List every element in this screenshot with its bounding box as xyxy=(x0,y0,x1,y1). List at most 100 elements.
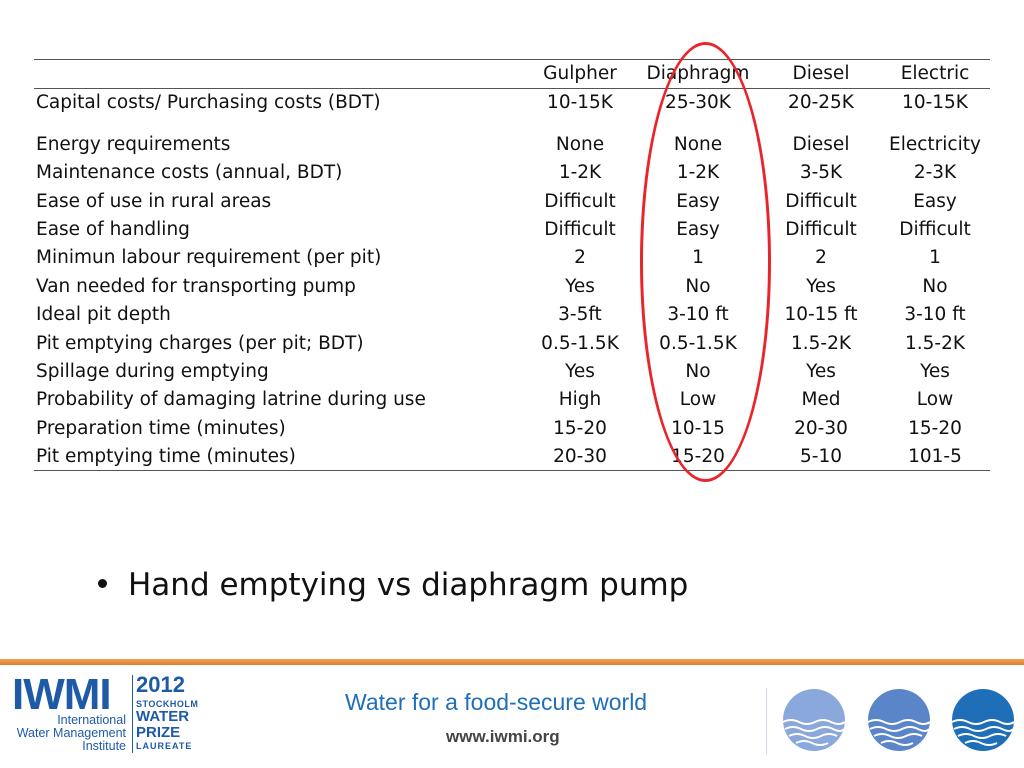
table-cell: Yes xyxy=(565,361,595,382)
table-cell: 25-30K xyxy=(665,92,731,113)
logo-prize-line: PRIZE xyxy=(136,724,181,741)
water-waves-icon xyxy=(867,689,931,751)
row-label: Minimun labour requirement (per pit) xyxy=(36,247,382,268)
row-label: Probability of damaging latrine during u… xyxy=(36,389,426,410)
table-cell: 2 xyxy=(574,247,586,268)
table-cell: 0.5-1.5K xyxy=(659,333,737,354)
column-header-electric: Electric xyxy=(900,63,970,84)
table-cell: 1 xyxy=(929,247,941,268)
table-cell: Difficult xyxy=(785,219,857,240)
table-cell: 101-5 xyxy=(908,446,962,467)
bullet-text: Hand emptying vs diaphragm pump xyxy=(128,567,689,603)
table-cell: 10-15K xyxy=(902,92,968,113)
table-cell: Yes xyxy=(565,276,595,297)
footer-stripe xyxy=(0,659,1024,665)
table-cell: Easy xyxy=(676,191,720,212)
table-cell: Electricity xyxy=(889,134,981,155)
water-waves-icon xyxy=(782,689,846,751)
table-row: Probability of damaging latrine during u… xyxy=(34,387,990,413)
table-cell: 3-5K xyxy=(799,162,843,183)
row-label: Pit emptying time (minutes) xyxy=(36,446,296,467)
table-cell: 1.5-2K xyxy=(905,333,965,354)
row-label: Capital costs/ Purchasing costs (BDT) xyxy=(36,92,381,113)
row-label: Spillage during emptying xyxy=(36,361,269,382)
table-cell: 5-10 xyxy=(800,446,842,467)
logo-prize-year: 2012 xyxy=(136,672,185,697)
table-cell: Yes xyxy=(806,276,836,297)
table-cell: Low xyxy=(679,389,717,410)
table-cell: None xyxy=(555,134,605,155)
logo-wordmark: IWMI xyxy=(12,670,112,719)
table-cell: Low xyxy=(916,389,954,410)
table-cell: 10-15K xyxy=(547,92,613,113)
row-label: Preparation time (minutes) xyxy=(36,418,286,439)
table-cell: Yes xyxy=(806,361,836,382)
table-row: Maintenance costs (annual, BDT) 1-2K 1-2… xyxy=(34,160,990,186)
table-cell: 1-2K xyxy=(676,162,720,183)
table-header-row: Gulpher Diaphragm Diesel Electric xyxy=(34,61,990,87)
table-cell: Difficult xyxy=(544,191,616,212)
table-cell: Diesel xyxy=(792,134,850,155)
table-row: Capital costs/ Purchasing costs (BDT) 10… xyxy=(34,90,990,116)
table-cell: Easy xyxy=(913,191,957,212)
table-cell: 15-20 xyxy=(908,418,962,439)
table-header-rule xyxy=(34,88,990,89)
row-label: Energy requirements xyxy=(36,134,231,155)
table-cell: 20-25K xyxy=(788,92,854,113)
table-cell: 1-2K xyxy=(558,162,602,183)
logo-divider xyxy=(132,675,133,753)
table-cell: Yes xyxy=(920,361,950,382)
table-row: Pit emptying time (minutes) 20-30 15-20 … xyxy=(34,444,990,470)
table-cell: 0.5-1.5K xyxy=(541,333,619,354)
water-waves-icon xyxy=(951,689,1015,751)
logo-prize-line: LAUREATE xyxy=(136,741,193,751)
table-row: Spillage during emptying Yes No Yes Yes xyxy=(34,359,990,385)
table-row: Preparation time (minutes) 15-20 10-15 2… xyxy=(34,416,990,442)
logo-prize-line: WATER xyxy=(136,708,190,725)
row-label: Ease of handling xyxy=(36,219,190,240)
table-row: Energy requirements None None Diesel Ele… xyxy=(34,132,990,158)
logo-prize-line: STOCKHOLM xyxy=(136,699,199,709)
table-cell: High xyxy=(558,389,602,410)
table-bottom-rule xyxy=(34,470,990,471)
footer-divider xyxy=(766,688,767,754)
table-cell: Easy xyxy=(676,219,720,240)
column-header-diaphragm: Diaphragm xyxy=(646,63,750,84)
table-cell: 1 xyxy=(692,247,704,268)
table-row: Ease of use in rural areas Difficult Eas… xyxy=(34,189,990,215)
table-cell: 10-15 ft xyxy=(784,304,858,325)
table-row: Pit emptying charges (per pit; BDT) 0.5-… xyxy=(34,331,990,357)
table-cell: 10-15 xyxy=(671,418,725,439)
table-cell: Difficult xyxy=(899,219,971,240)
column-header-gulpher: Gulpher xyxy=(543,63,617,84)
table-cell: Med xyxy=(801,389,841,410)
table-cell: No xyxy=(685,361,711,382)
row-label: Maintenance costs (annual, BDT) xyxy=(36,162,343,183)
table-cell: 20-30 xyxy=(794,418,848,439)
table-cell: 2-3K xyxy=(913,162,957,183)
table-cell: No xyxy=(685,276,711,297)
footer-website-link[interactable]: www.iwmi.org xyxy=(446,727,560,746)
logo-subtitle-line: Institute xyxy=(82,739,126,753)
table-cell: None xyxy=(673,134,723,155)
logo-subtitle-line: International xyxy=(57,713,126,727)
table-row: Van needed for transporting pump Yes No … xyxy=(34,274,990,300)
table-row: Minimun labour requirement (per pit) 2 1… xyxy=(34,245,990,271)
logo-subtitle-line: Water Management xyxy=(16,726,126,740)
table-cell: No xyxy=(922,276,948,297)
table-row: Ideal pit depth 3-5ft 3-10 ft 10-15 ft 3… xyxy=(34,302,990,328)
iwmi-logo: IWMI International Water Management Inst… xyxy=(12,670,202,755)
row-label: Ease of use in rural areas xyxy=(36,191,272,212)
table-cell: 15-20 xyxy=(671,446,725,467)
table-cell: Difficult xyxy=(544,219,616,240)
footer-tagline: Water for a food-secure world xyxy=(345,689,648,715)
table-cell: 20-30 xyxy=(553,446,607,467)
row-label: Ideal pit depth xyxy=(36,304,171,325)
table-cell: 15-20 xyxy=(553,418,607,439)
bullet-dot-icon xyxy=(98,579,107,588)
row-label: Van needed for transporting pump xyxy=(36,276,356,297)
table-row: Ease of handling Difficult Easy Difficul… xyxy=(34,217,990,243)
table-cell: 3-10 ft xyxy=(667,304,729,325)
table-cell: 1.5-2K xyxy=(791,333,851,354)
